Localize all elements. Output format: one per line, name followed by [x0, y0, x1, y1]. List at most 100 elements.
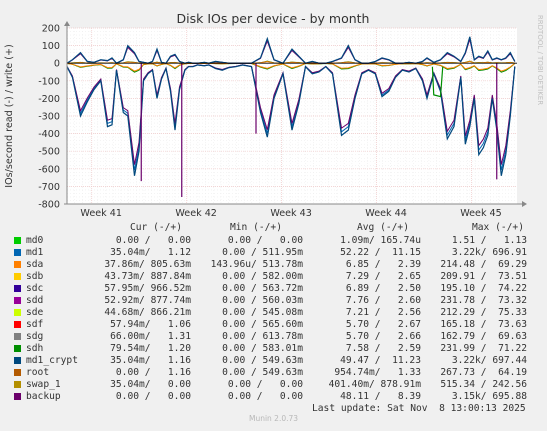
legend-value-min: 0.00 / 0.00	[227, 391, 303, 402]
legend-series-name: sdf	[26, 319, 44, 330]
legend-value-max: 212.29 / 75.33	[440, 307, 527, 318]
legend-header-cur: Cur (-/+)	[130, 222, 182, 233]
legend-value-cur: 57.95m/ 966.52m	[104, 283, 191, 294]
legend-series-name: sdg	[26, 331, 44, 342]
legend-swatch	[14, 333, 21, 340]
legend-swatch	[14, 321, 21, 328]
legend-value-avg: 52.22 / 11.15	[340, 247, 421, 258]
legend-series-name: sdh	[26, 343, 44, 354]
legend-value-min: 0.00 / 511.95m	[222, 247, 303, 258]
y-axis-label: IOs/second read (-) / write (+)	[4, 44, 15, 188]
legend-row: root 0.00 / 1.16 0.00 / 549.63m 954.74m/ 1.…	[0, 367, 547, 379]
legend-value-cur: 44.68m/ 866.21m	[104, 307, 191, 318]
legend-value-avg: 7.21 / 2.56	[345, 307, 421, 318]
legend-row: md1 35.04m/ 1.12 0.00 / 511.95m 52.22 / 11.…	[0, 247, 547, 259]
legend-swatch	[14, 237, 21, 244]
legend-value-max: 231.78 / 73.32	[440, 295, 527, 306]
munin-version: Munin 2.0.73	[248, 414, 299, 423]
legend-swatch	[14, 357, 21, 364]
legend-series-name: sda	[26, 259, 44, 270]
x-tick-label: Week 42	[175, 208, 217, 219]
legend-row: sdf 57.94m/ 1.06 0.00 / 565.60m 5.70 / 2.67…	[0, 319, 547, 331]
legend-value-max: 1.51 / 1.13	[451, 235, 527, 246]
legend-value-avg: 401.40m/ 878.91m	[328, 379, 421, 390]
legend-row: sdc 57.95m/ 966.52m 0.00 / 563.72m 6.89 / 2…	[0, 283, 547, 295]
x-tick-label: Week 45	[460, 208, 502, 219]
legend-series-name: sde	[26, 307, 44, 318]
legend-row: md1_crypt 35.04m/ 1.16 0.00 / 549.63m 49.47…	[0, 355, 547, 367]
legend-series-name: md1_crypt	[26, 355, 78, 366]
y-tick-label: 100	[42, 41, 60, 52]
legend-value-cur: 37.86m/ 805.63m	[104, 259, 191, 270]
legend-series-name: backup	[26, 391, 61, 402]
y-tick-label: 0	[54, 59, 60, 70]
legend-header-max: Max (-/+)	[472, 222, 524, 233]
legend-row: backup 0.00 / 0.00 0.00 / 0.00 48.11 / 8.39…	[0, 391, 547, 403]
x-tick-label: Week 41	[80, 208, 122, 219]
legend-value-cur: 35.04m/ 0.00	[110, 379, 191, 390]
legend-header-min: Min (-/+)	[230, 222, 282, 233]
legend-value-max: 3.22k/ 696.91	[451, 247, 527, 258]
legend-row: sdb 43.73m/ 887.84m 0.00 / 582.00m 7.29 / 2…	[0, 271, 547, 283]
legend-value-max: 231.99 / 71.22	[440, 343, 527, 354]
legend-row: sde 44.68m/ 866.21m 0.00 / 545.08m 7.21 / 2…	[0, 307, 547, 319]
legend-value-avg: 7.58 / 2.59	[345, 343, 421, 354]
legend-swatch	[14, 309, 21, 316]
legend-swatch	[14, 249, 21, 256]
legend-value-max: 165.18 / 73.63	[440, 319, 527, 330]
legend-swatch	[14, 381, 21, 388]
legend-header-avg: Avg (-/+)	[357, 222, 409, 233]
legend-value-avg: 6.85 / 2.39	[345, 259, 421, 270]
legend-row: sdg 66.00m/ 1.31 0.00 / 613.78m 5.70 / 2.66…	[0, 331, 547, 343]
x-tick-label: Week 44	[365, 208, 407, 219]
legend-value-max: 3.22k/ 697.44	[451, 355, 527, 366]
last-update: Last update: Sat Nov 8 13:00:13 2025	[312, 403, 526, 414]
legend-value-avg: 7.76 / 2.60	[345, 295, 421, 306]
legend-value-avg: 5.70 / 2.66	[345, 331, 421, 342]
y-tick-label: -300	[38, 112, 60, 123]
legend-value-min: 143.96u/ 513.78m	[210, 259, 303, 270]
legend-value-cur: 52.92m/ 877.74m	[104, 295, 191, 306]
legend-series-name: swap_1	[26, 379, 61, 390]
legend-swatch	[14, 273, 21, 280]
legend-value-max: 3.15k/ 695.88	[451, 391, 527, 402]
rrdtool-watermark: RRDTOOL / TOBI OETIKER	[536, 15, 544, 105]
legend-row: sdd 52.92m/ 877.74m 0.00 / 560.03m 7.76 / 2…	[0, 295, 547, 307]
legend-series-name: md1	[26, 247, 44, 258]
chart-title: Disk IOs per device - by month	[177, 11, 370, 26]
y-tick-label: -600	[38, 164, 60, 175]
legend-value-min: 0.00 / 583.01m	[222, 343, 303, 354]
legend-value-cur: 57.94m/ 1.06	[110, 319, 191, 330]
legend-value-max: 195.10 / 74.22	[440, 283, 527, 294]
y-tick-label: -700	[38, 182, 60, 193]
y-tick-label: -800	[38, 200, 60, 211]
legend-row: sda 37.86m/ 805.63m 143.96u/ 513.78m 6.85 /…	[0, 259, 547, 271]
y-axis-arrow-icon	[64, 21, 70, 26]
legend-value-max: 209.91 / 73.51	[440, 271, 527, 282]
legend-swatch	[14, 297, 21, 304]
x-axis-arrow-icon	[522, 201, 527, 207]
legend-swatch	[14, 261, 21, 268]
legend-value-avg: 7.29 / 2.65	[345, 271, 421, 282]
legend-series-name: root	[26, 367, 50, 378]
y-tick-labels: 200 100 0 -100 -200 -300 -400 -500 -600 -700 -800	[38, 24, 60, 211]
legend-value-min: 0.00 / 563.72m	[222, 283, 303, 294]
legend-value-cur: 35.04m/ 1.16	[110, 355, 191, 366]
y-tick-label: -500	[38, 147, 60, 158]
legend-value-cur: 0.00 / 0.00	[115, 235, 191, 246]
y-tick-label: -400	[38, 129, 60, 140]
legend-series-name: sdd	[26, 295, 44, 306]
legend-value-max: 214.48 / 69.29	[440, 259, 527, 270]
legend-value-avg: 48.11 / 8.39	[340, 391, 421, 402]
legend-value-min: 0.00 / 549.63m	[222, 367, 303, 378]
legend-series-name: sdb	[26, 271, 44, 282]
legend-row: swap_1 35.04m/ 0.00 0.00 / 0.00 401.40m/ 87…	[0, 379, 547, 391]
legend-value-cur: 43.73m/ 887.84m	[104, 271, 191, 282]
legend-value-min: 0.00 / 560.03m	[222, 295, 303, 306]
legend-swatch	[14, 369, 21, 376]
legend-value-min: 0.00 / 582.00m	[222, 271, 303, 282]
legend-value-cur: 79.54m/ 1.20	[110, 343, 191, 354]
legend-value-max: 267.73 / 64.19	[440, 367, 527, 378]
legend-value-cur: 0.00 / 0.00	[115, 391, 191, 402]
